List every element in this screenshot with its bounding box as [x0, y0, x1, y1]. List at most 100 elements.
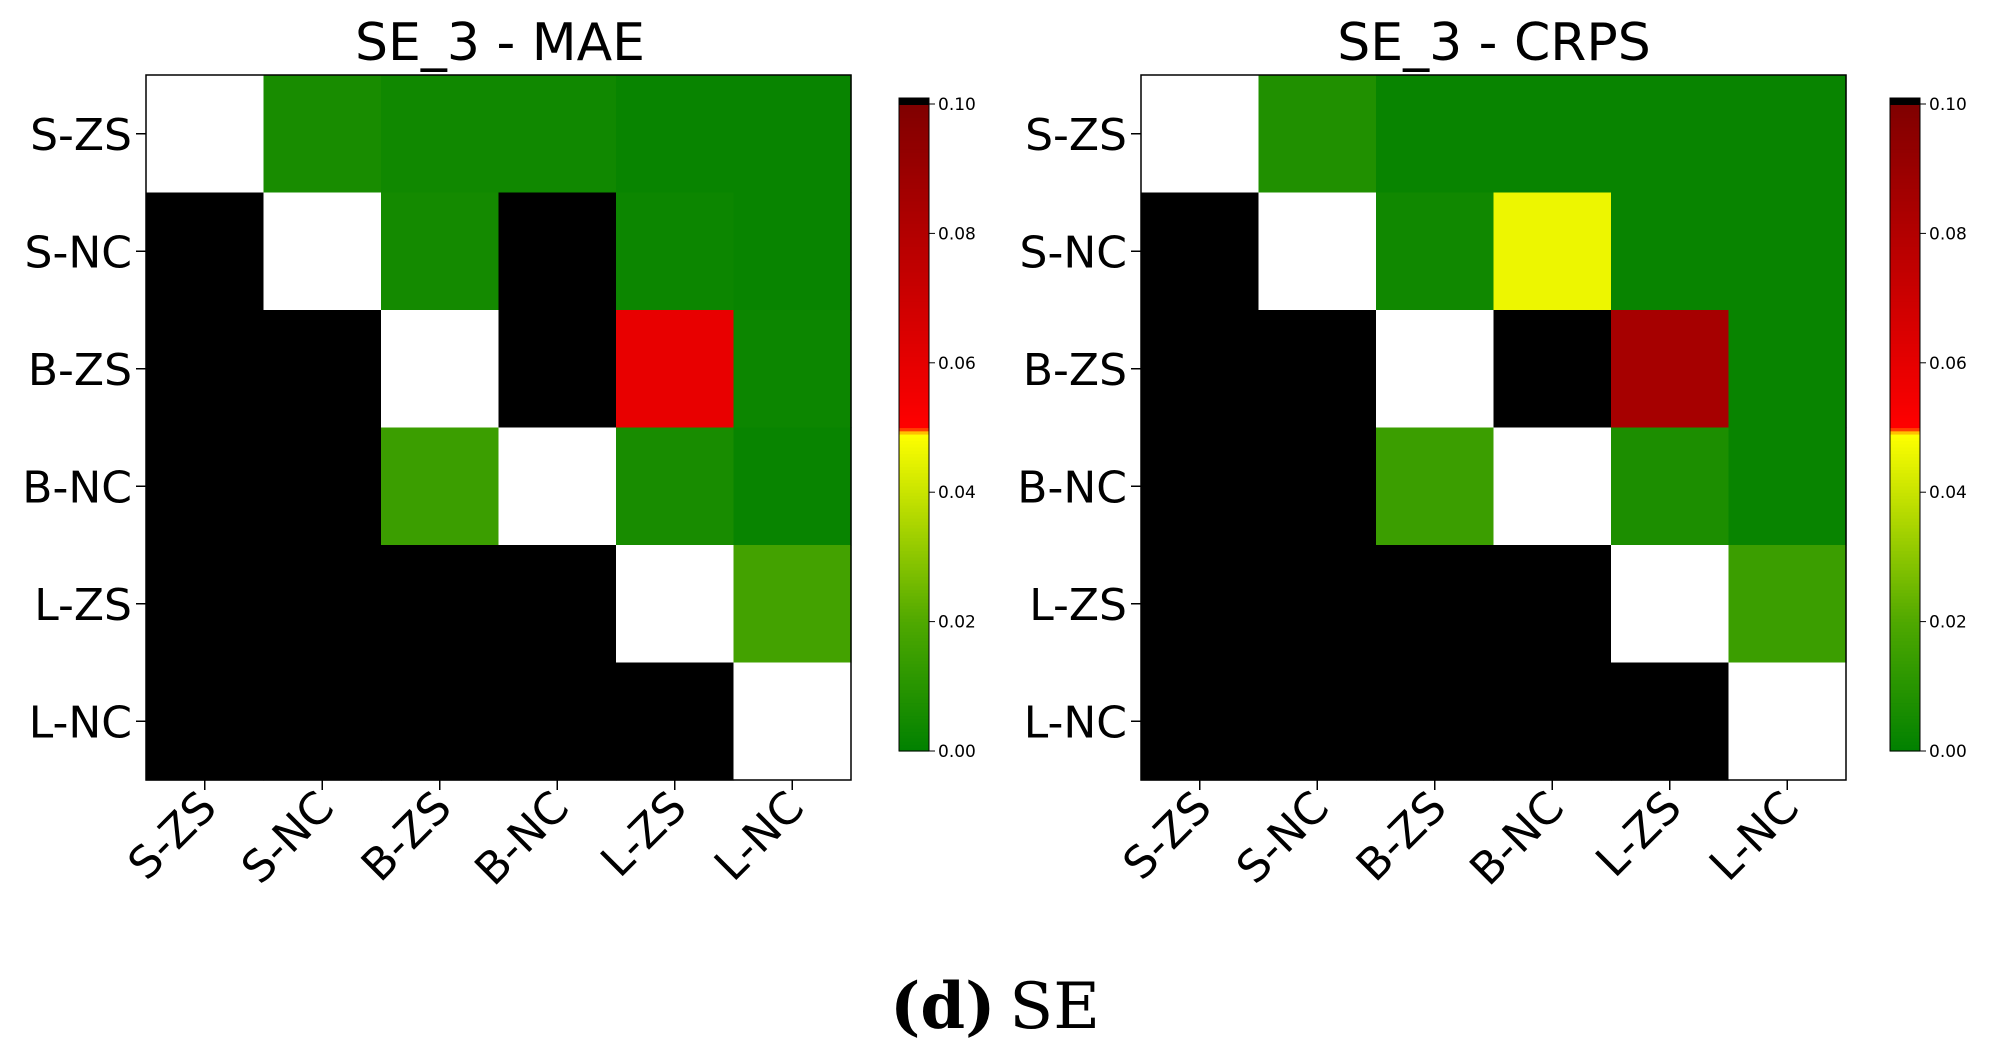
- colorbar-segment: [1890, 556, 1920, 561]
- colorbar-segment: [899, 340, 929, 344]
- colorbar-segment: [899, 686, 929, 691]
- colorbar-segment: [899, 459, 929, 464]
- colorbar-segment: [1890, 411, 1920, 416]
- colorbar-segment: [899, 226, 929, 231]
- heatmap-cell: [616, 192, 735, 311]
- colorbar-segment: [1890, 333, 1920, 338]
- heatmap-cell: [146, 427, 265, 546]
- colorbar-segment: [1890, 673, 1920, 678]
- colorbar-segment: [1890, 666, 1920, 671]
- heatmap-cell: [498, 545, 617, 664]
- colorbar-segment: [1890, 479, 1920, 484]
- colorbar-segment: [1890, 508, 1920, 513]
- x-tick-label: S-ZS: [118, 782, 226, 890]
- colorbar-segment: [899, 146, 929, 150]
- colorbar-segment: [1890, 679, 1920, 684]
- colorbar-segment: [899, 628, 929, 632]
- colorbar-segment: [899, 443, 929, 448]
- colorbar-segment: [1890, 395, 1920, 399]
- chart-title: SE_3 - MAE: [355, 13, 645, 73]
- colorbar-segment: [1890, 220, 1920, 225]
- colorbar-segment: [1890, 226, 1920, 231]
- colorbar-segment: [899, 566, 929, 571]
- colorbar-segment: [1890, 692, 1920, 697]
- colorbar-segment: [1890, 104, 1920, 108]
- colorbar-segment: [1890, 427, 1920, 432]
- colorbar-segment: [899, 712, 929, 717]
- colorbar-tick-label: 0.10: [938, 95, 976, 115]
- colorbar-segment: [899, 498, 929, 503]
- colorbar-segment: [1890, 349, 1920, 354]
- colorbar-segment: [899, 670, 929, 674]
- heatmap-cell: [616, 545, 735, 664]
- colorbar-segment: [1890, 505, 1920, 509]
- heatmap-cell: [1493, 75, 1612, 194]
- colorbar-segment: [899, 217, 929, 222]
- colorbar-segment: [899, 579, 929, 584]
- colorbar-tick-label: 0.06: [1929, 354, 1967, 374]
- colorbar-segment: [1890, 401, 1920, 406]
- colorbar-segment: [1890, 569, 1920, 574]
- colorbar-over-cap: [1890, 98, 1920, 105]
- heatmap-cell: [1141, 427, 1260, 546]
- colorbar-over-cap: [899, 98, 929, 105]
- colorbar-segment: [899, 317, 929, 322]
- colorbar-segment: [1890, 340, 1920, 344]
- colorbar-segment: [899, 152, 929, 157]
- colorbar-segment: [899, 110, 929, 115]
- colorbar-segment: [899, 482, 929, 487]
- colorbar-segment: [1890, 547, 1920, 552]
- colorbar-segment: [1890, 314, 1920, 319]
- colorbar-segment: [1890, 323, 1920, 328]
- colorbar-segment: [1890, 175, 1920, 179]
- heatmap-cell: [146, 545, 265, 664]
- colorbar-segment: [1890, 589, 1920, 594]
- colorbar-segment: [1890, 592, 1920, 597]
- colorbar-segment: [899, 275, 929, 280]
- colorbar-segment: [899, 657, 929, 662]
- colorbar-segment: [899, 631, 929, 636]
- heatmap-cell: [1141, 192, 1260, 311]
- colorbar-segment: [899, 611, 929, 616]
- x-axis: S-ZS S-NC B-ZS B-NC L-ZS L-NC: [118, 780, 814, 895]
- x-tick-label: S-ZS: [1113, 782, 1221, 890]
- heatmap-cell: [381, 545, 500, 664]
- colorbar-segment: [1890, 139, 1920, 144]
- colorbar-segment: [899, 430, 929, 435]
- heatmap-cell: [1141, 75, 1260, 194]
- colorbar-segment: [899, 401, 929, 406]
- colorbar-segment: [899, 116, 929, 121]
- colorbar-segment: [899, 362, 929, 367]
- heatmap-cell: [1728, 427, 1847, 546]
- colorbar-segment: [899, 586, 929, 590]
- colorbar-segment: [1890, 391, 1920, 396]
- y-tick-label: L-NC: [29, 697, 132, 748]
- colorbar-segment: [899, 366, 929, 370]
- colorbar-segment: [1890, 359, 1920, 364]
- colorbar-segment: [1890, 605, 1920, 610]
- colorbar-segment: [899, 463, 929, 467]
- colorbar-segment: [1890, 307, 1920, 312]
- colorbar-segment: [1890, 725, 1920, 729]
- heatmap-cell: [1493, 427, 1612, 546]
- colorbar-segment: [1890, 197, 1920, 202]
- colorbar-segment: [899, 408, 929, 412]
- colorbar: 0.00 0.02 0.04 0.06 0.08 0.10: [1889, 95, 1967, 762]
- heatmap-cell: [1141, 310, 1260, 429]
- y-axis: S-ZS S-NC B-ZS B-NC L-ZS L-NC: [1017, 110, 1141, 748]
- colorbar-segment: [1890, 213, 1920, 218]
- colorbar-segment: [1890, 598, 1920, 603]
- colorbar-segment: [899, 615, 929, 619]
- colorbar-segment: [1890, 346, 1920, 351]
- colorbar-segment: [1890, 414, 1920, 419]
- colorbar-segment: [899, 230, 929, 234]
- colorbar-segment: [899, 647, 929, 652]
- colorbar-segment: [899, 272, 929, 277]
- colorbar-segment: [1890, 259, 1920, 264]
- heatmap-cell: [498, 662, 617, 781]
- colorbar-segment: [1890, 582, 1920, 587]
- colorbar-segment: [1890, 602, 1920, 607]
- colorbar-segment: [1890, 615, 1920, 619]
- heatmap-cell: [1493, 545, 1612, 664]
- colorbar-segment: [1890, 450, 1920, 454]
